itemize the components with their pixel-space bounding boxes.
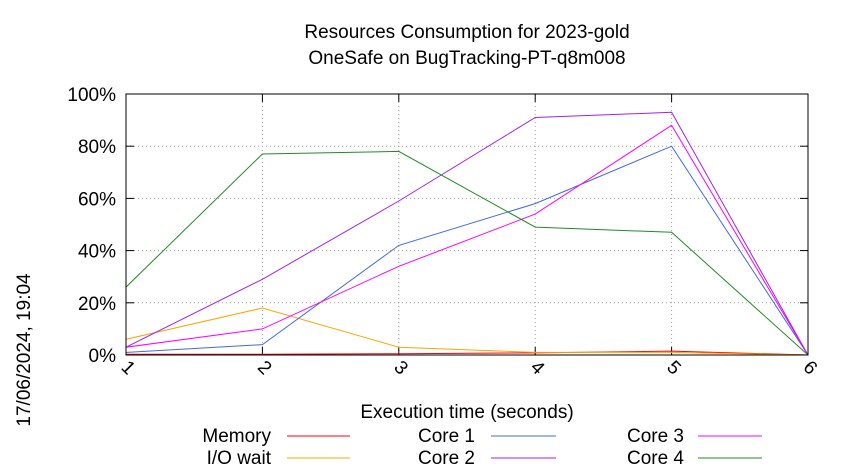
x-tick-label: 1 bbox=[117, 357, 139, 379]
y-axis-ticks: 0% 20% 40% 60% 80% 100% bbox=[67, 85, 808, 367]
chart-title-line-2: OneSafe on BugTracking-PT-q8m008 bbox=[308, 48, 625, 69]
legend-label: Core 2 bbox=[418, 448, 475, 469]
grid bbox=[126, 94, 808, 355]
series-line-core-2 bbox=[125, 111, 809, 356]
series-line-core-1 bbox=[125, 145, 809, 356]
plot-frame bbox=[125, 93, 809, 356]
y-tick-label: 20% bbox=[78, 294, 116, 315]
legend-label: Core 4 bbox=[627, 448, 684, 469]
series-line-i-o-wait bbox=[125, 307, 809, 356]
series-line-core-3 bbox=[125, 124, 809, 356]
chart-title-line-1: Resources Consumption for 2023-gold bbox=[304, 22, 629, 43]
legend-label: Core 1 bbox=[418, 426, 475, 447]
y-tick-label: 80% bbox=[78, 137, 116, 158]
legend-label: I/O wait bbox=[207, 448, 272, 469]
y-tick-label: 0% bbox=[89, 346, 117, 367]
x-tick-label: 2 bbox=[253, 357, 275, 379]
y-tick-label: 100% bbox=[67, 85, 116, 106]
x-axis-label: Execution time (seconds) bbox=[360, 402, 573, 423]
x-tick-label: 4 bbox=[526, 357, 549, 380]
y-tick-label: 40% bbox=[78, 242, 116, 263]
x-tick-label: 5 bbox=[662, 357, 684, 379]
series-line-memory bbox=[126, 350, 809, 356]
series-lines bbox=[125, 111, 809, 356]
y-tick-label: 60% bbox=[78, 189, 116, 210]
series-line-core-4 bbox=[125, 150, 809, 356]
legend-label: Memory bbox=[202, 426, 271, 447]
x-tick-label: 3 bbox=[390, 357, 412, 379]
timestamp: 17/06/2024, 19:04 bbox=[14, 273, 35, 427]
x-axis-ticks: 1 2 3 4 5 6 bbox=[117, 94, 821, 380]
x-tick-label: 6 bbox=[799, 357, 821, 379]
legend-label: Core 3 bbox=[627, 426, 684, 447]
